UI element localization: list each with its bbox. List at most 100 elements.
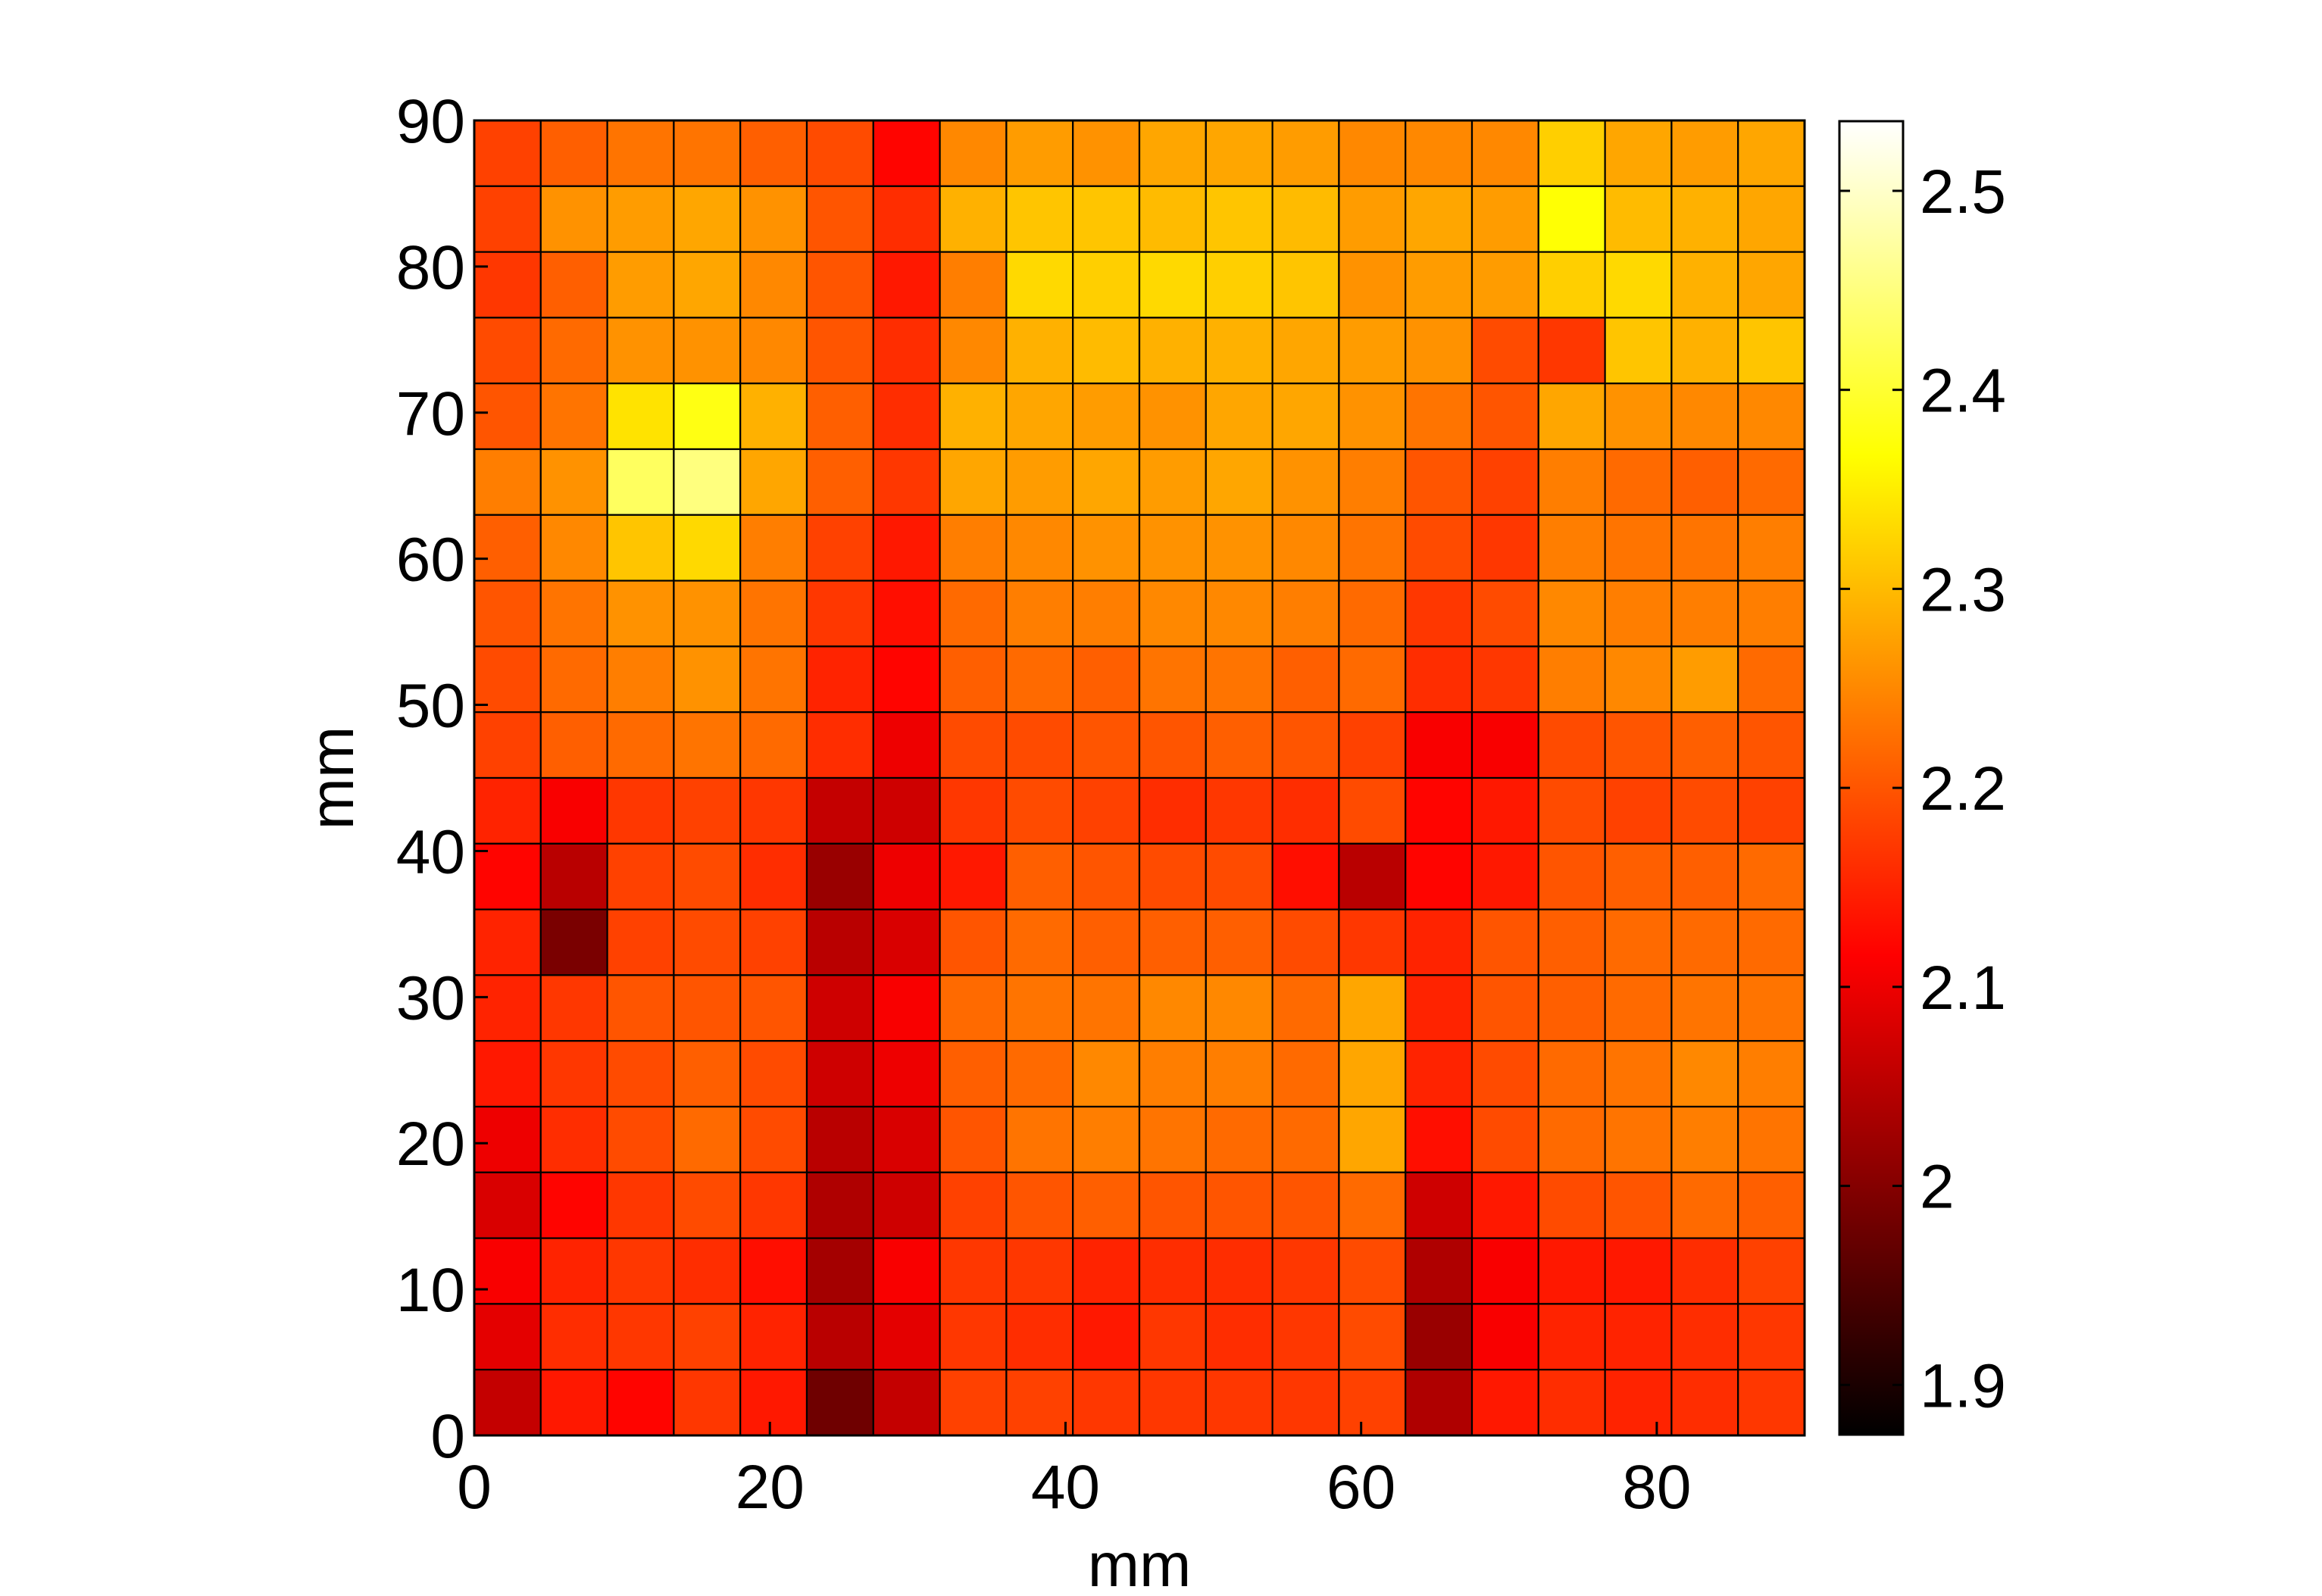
heatmap-cell xyxy=(872,514,941,582)
heatmap-cell xyxy=(739,185,808,253)
heatmap-cell xyxy=(606,908,675,976)
heatmap-cell xyxy=(1005,974,1074,1042)
heatmap-cell xyxy=(1405,974,1474,1042)
y-tick-label: 0 xyxy=(430,1402,465,1471)
heatmap-cell xyxy=(673,842,742,910)
heatmap-cell xyxy=(1271,645,1340,714)
heatmap-cell xyxy=(1537,251,1606,319)
x-tick-label: 60 xyxy=(1327,1453,1395,1522)
heatmap-cell xyxy=(1271,1171,1340,1239)
heatmap-cell xyxy=(1405,448,1474,516)
heatmap-cell xyxy=(1470,185,1539,253)
heatmap-cell xyxy=(1737,776,1806,845)
heatmap-cell xyxy=(1005,1303,1074,1371)
heatmap-cell xyxy=(1537,383,1606,451)
heatmap-cell xyxy=(1537,974,1606,1042)
heatmap-cell xyxy=(739,711,808,779)
heatmap-cell xyxy=(1670,645,1739,714)
heatmap-cell xyxy=(939,119,1008,187)
heatmap-cell xyxy=(606,645,675,714)
heatmap-cell xyxy=(1072,1040,1141,1108)
heatmap-cell xyxy=(805,579,874,648)
x-axis-label: mm xyxy=(1088,1531,1192,1596)
heatmap-cell xyxy=(939,448,1008,516)
heatmap-cell xyxy=(473,251,542,319)
heatmap-cell xyxy=(1205,908,1274,976)
heatmap-cell xyxy=(1005,776,1074,845)
heatmap-cell xyxy=(473,1369,542,1437)
heatmap-cell xyxy=(1138,711,1207,779)
heatmap-cell xyxy=(939,579,1008,648)
heatmap-cell xyxy=(539,711,608,779)
heatmap-cell xyxy=(739,514,808,582)
heatmap-cell xyxy=(1604,974,1673,1042)
heatmap-cell xyxy=(1405,119,1474,187)
heatmap-cell xyxy=(1072,1105,1141,1173)
x-tick-label: 80 xyxy=(1622,1453,1691,1522)
colorbar-tick-label: 2 xyxy=(1920,1153,1955,1222)
heatmap-cell xyxy=(939,383,1008,451)
y-tick-label: 90 xyxy=(396,87,465,156)
heatmap-cell xyxy=(1271,1303,1340,1371)
heatmap-cell xyxy=(1604,251,1673,319)
heatmap-cell xyxy=(1205,842,1274,910)
heatmap-cell xyxy=(739,908,808,976)
heatmap-cell xyxy=(1670,974,1739,1042)
heatmap-cell xyxy=(539,974,608,1042)
heatmap-cell xyxy=(1138,1303,1207,1371)
heatmap-cell xyxy=(539,1171,608,1239)
heatmap-cell xyxy=(673,776,742,845)
heatmap-cell xyxy=(872,1171,941,1239)
heatmap-cell xyxy=(872,185,941,253)
heatmap-cell xyxy=(939,1105,1008,1173)
heatmap-cell xyxy=(606,1171,675,1239)
heatmap-cell xyxy=(1604,579,1673,648)
heatmap-cell xyxy=(1072,579,1141,648)
y-tick-label: 50 xyxy=(396,672,465,741)
y-tick-label: 10 xyxy=(396,1256,465,1325)
heatmap-cell xyxy=(1338,514,1407,582)
heatmap-cell xyxy=(1205,1237,1274,1305)
heatmap-cell xyxy=(1271,579,1340,648)
heatmap-cell xyxy=(606,579,675,648)
heatmap-cell xyxy=(1338,711,1407,779)
heatmap-cell xyxy=(1470,251,1539,319)
heatmap-cell xyxy=(939,908,1008,976)
heatmap-cell xyxy=(1737,119,1806,187)
heatmap-cell xyxy=(539,908,608,976)
heatmap-cell xyxy=(872,842,941,910)
heatmap-cell xyxy=(1670,711,1739,779)
heatmap-cell xyxy=(739,974,808,1042)
heatmap-cell xyxy=(1604,383,1673,451)
heatmap-cell xyxy=(1138,317,1207,385)
heatmap-cell xyxy=(539,383,608,451)
heatmap-cell xyxy=(939,514,1008,582)
heatmap-cell xyxy=(1138,842,1207,910)
heatmap-cell xyxy=(1670,579,1739,648)
heatmap-cell xyxy=(606,383,675,451)
heatmap-cell xyxy=(1470,711,1539,779)
heatmap-cell xyxy=(1005,383,1074,451)
colorbar-ticks: 1.9 2 2.1 2.2 2.3 2.4 2.5 xyxy=(1839,158,2006,1420)
heatmap-cell xyxy=(1005,1369,1074,1437)
heatmap-cell xyxy=(872,383,941,451)
heatmap-cell xyxy=(1205,974,1274,1042)
heatmap-cell xyxy=(1737,579,1806,648)
heatmap-cell xyxy=(606,185,675,253)
heatmap-cell xyxy=(1470,448,1539,516)
heatmap-cell xyxy=(805,645,874,714)
heatmap-cell xyxy=(1537,579,1606,648)
heatmap-cell xyxy=(739,776,808,845)
heatmap-cell xyxy=(1470,1171,1539,1239)
heatmap-cell xyxy=(1338,251,1407,319)
heatmap-cell xyxy=(1072,776,1141,845)
heatmap-cell xyxy=(539,842,608,910)
heatmap-cell xyxy=(1072,383,1141,451)
heatmap-cell xyxy=(1338,1369,1407,1437)
heatmap-cell xyxy=(1271,974,1340,1042)
heatmap-cell xyxy=(872,711,941,779)
heatmap-cell xyxy=(673,908,742,976)
heatmap-cell xyxy=(1604,776,1673,845)
x-axis-ticks: 0 20 40 60 80 xyxy=(457,1422,1691,1522)
heatmap-cell xyxy=(1271,185,1340,253)
